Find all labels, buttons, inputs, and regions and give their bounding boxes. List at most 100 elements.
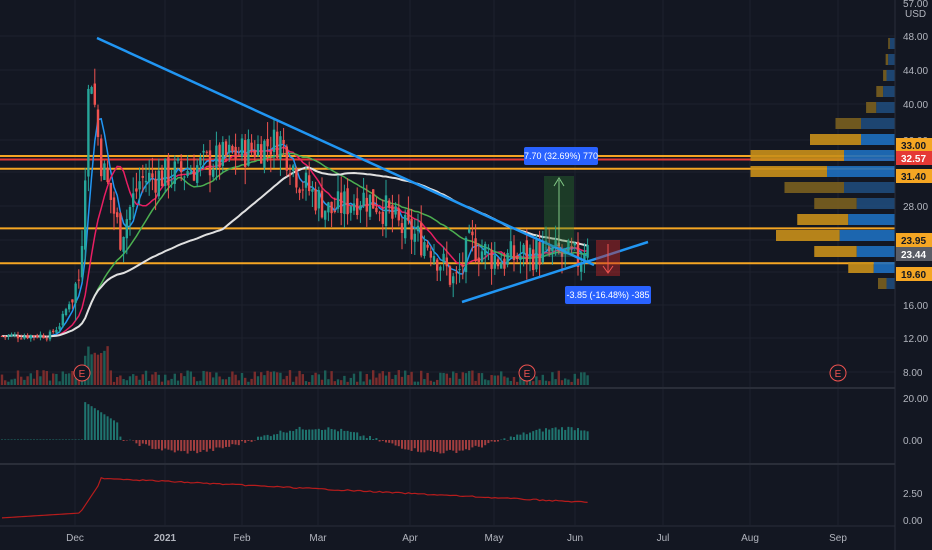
candle-body [442,253,445,262]
price-tag-label: 23.44 [901,250,926,261]
volume-bar [141,374,144,385]
price-tag-label: 23.95 [901,236,926,247]
candle-body [580,263,583,272]
volume-profile-down-bar [861,118,895,129]
candle-body [464,237,468,273]
oscillator-bar [253,440,256,441]
volume-profile-down-bar [889,38,895,49]
volume-bar [26,376,29,385]
volume-bar [362,381,365,385]
candle-body [138,181,141,190]
candle-body [93,83,96,105]
y-tick-label-top: 57.00 [903,0,928,10]
oscillator-bar [129,439,131,441]
candle-body [458,269,461,271]
volume-bar [135,375,138,385]
volume-profile-down-bar [856,198,895,209]
volume-bar [52,373,55,385]
volume-bar [484,379,487,385]
oscillator-bar [388,440,391,443]
candle-body [304,172,308,188]
volume-profile-down-bar [839,230,895,241]
oscillator-bar [369,435,371,440]
oscillator-bar [87,404,90,440]
oscillator-bar [487,440,490,444]
candle-body [164,158,167,187]
volume-bar [148,380,151,385]
oscillator-bar [301,429,304,440]
trendlines[interactable] [96,36,649,304]
candle-body [336,191,340,209]
volume-bar [429,380,432,385]
oscillator-bar [7,439,10,440]
earnings-marker-label: E [835,369,842,380]
candle-body [528,247,532,259]
oscillator-bar [391,440,394,444]
candle-body [16,335,20,339]
volume-bar [538,380,541,385]
candle-body [298,189,301,193]
oscillator-bar [311,429,314,440]
candle-body [410,218,413,240]
pane-separators[interactable] [0,0,896,550]
volume-bar [544,380,548,385]
candle-body [68,304,71,310]
earnings-marker [73,364,91,382]
y-tick-label: 16.00 [903,301,928,312]
volume-bar [215,372,218,385]
volume-bar [256,376,260,385]
oscillator-bar [554,427,557,440]
volume-bar [74,377,77,385]
candle-body [7,335,10,337]
candle-body [135,188,138,192]
candle-body [109,182,112,200]
volume-bar [250,378,253,385]
candle-body [77,279,80,281]
oscillator-bar [193,440,195,451]
oscillator-bar [477,440,480,447]
volume-profile-down-bar [873,262,895,273]
position-projections[interactable] [544,176,620,276]
candle-body [55,329,58,333]
volume-bar [244,377,247,385]
candle-body [490,249,493,269]
oscillator-bar [241,440,243,442]
volume-bar [208,372,212,385]
y-tick-label: 48.00 [903,32,928,43]
oscillator-bar [538,428,541,440]
oscillator-bar [362,435,365,440]
volume-profile-down-bar [827,166,895,177]
oscillator-bar [429,440,432,452]
price-tag-label: 33.00 [901,141,926,152]
oscillator-bar [4,439,7,440]
oscillator-bar [516,434,519,440]
price-tag: 32.57 [896,151,932,165]
oscillator-bar [420,440,423,453]
oscillator-bar [90,406,93,440]
candle-body [586,245,589,258]
volume-bar [324,370,327,385]
volume-bar [196,381,199,385]
candle-body [503,258,506,269]
oscillator-bar [36,439,39,440]
candle-body [263,140,266,168]
volume-bar [394,374,397,385]
projection-callouts[interactable]: 7.70 (32.69%) 770 -3.85 (-16.48%) -385 [524,147,651,304]
candle-body [381,211,384,224]
oscillator-bar [116,422,119,440]
oscillator-bar [551,428,554,440]
volume-bar [282,379,285,385]
volume-bar [535,376,538,385]
oscillator-bar [573,430,576,440]
oscillator-bar [545,428,547,440]
candle-body [368,194,372,217]
candle-body [247,139,250,166]
candle-body [10,334,13,337]
time-axis[interactable]: Dec 2021 Feb Mar Apr May Jun Jul Aug Sep [66,533,847,544]
volume-bar [407,375,410,385]
oscillator-bar [260,436,263,440]
oscillator-bar [346,430,349,440]
volume-bar [423,379,426,385]
